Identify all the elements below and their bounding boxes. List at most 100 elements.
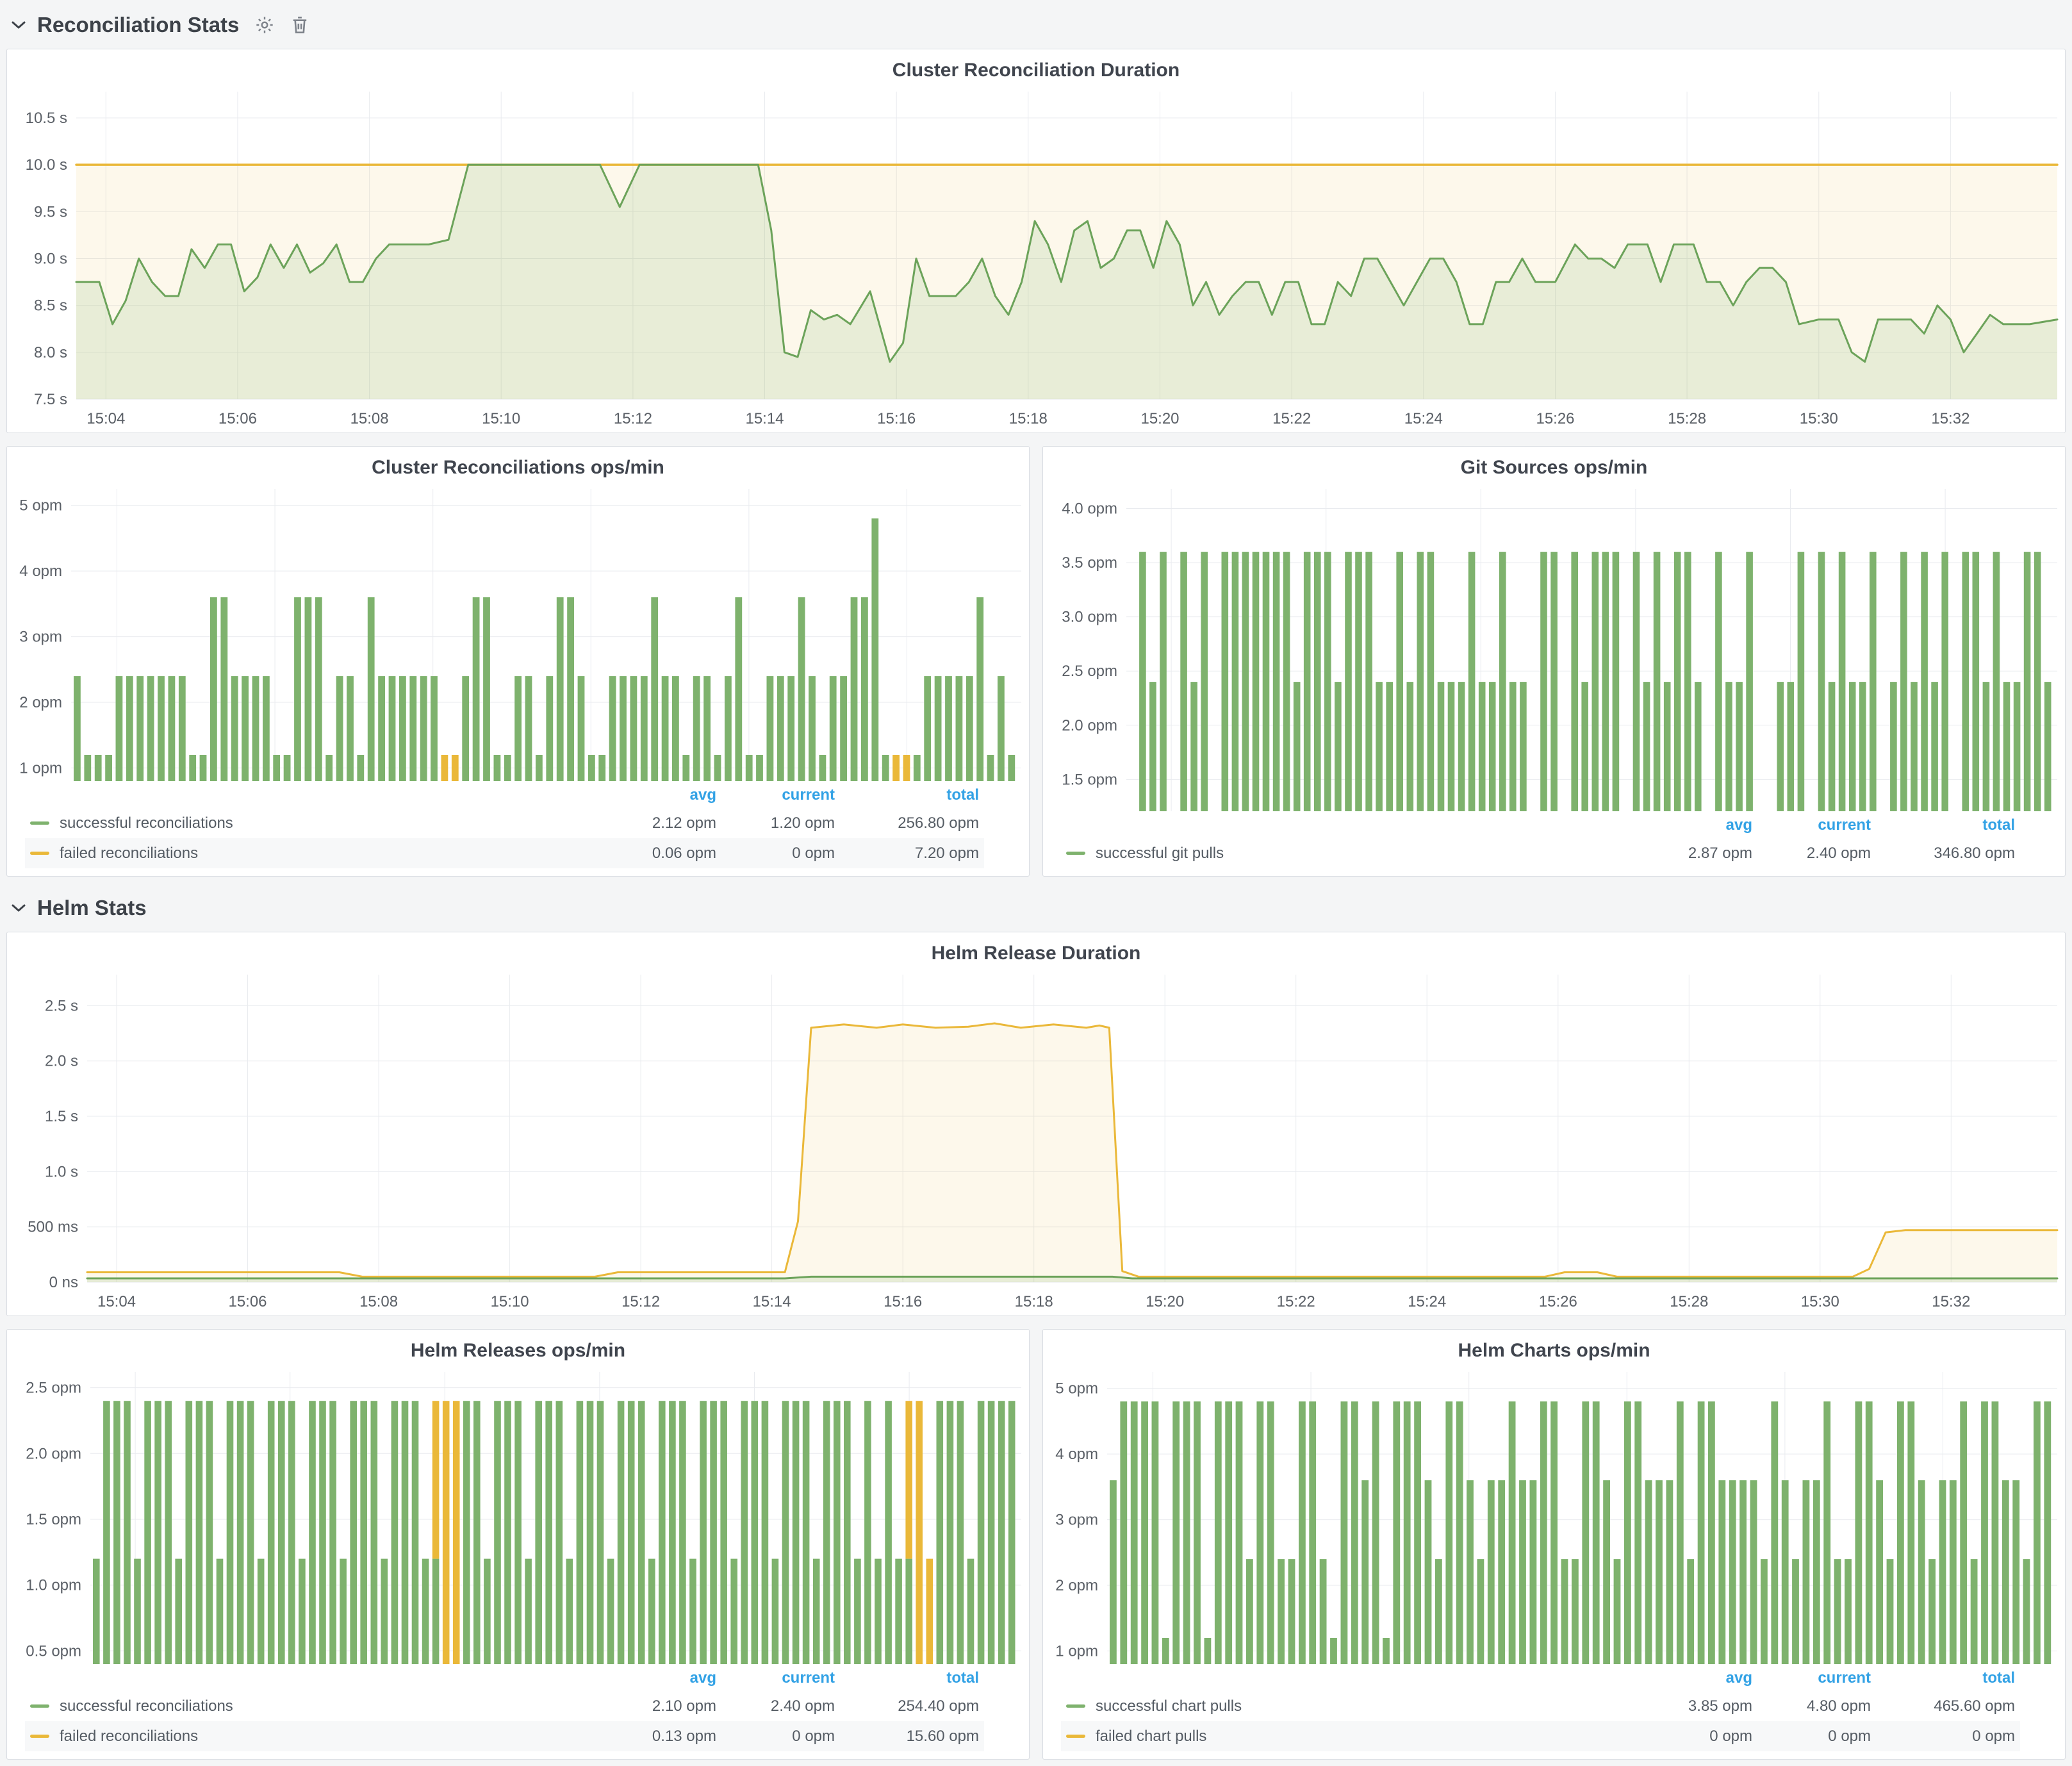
legend-sort-current[interactable]: current xyxy=(782,786,835,804)
section-title[interactable]: Reconciliation Stats xyxy=(37,13,240,37)
stat-total: 254.40 opm xyxy=(898,1697,979,1715)
legend-sort-avg[interactable]: avg xyxy=(689,1669,716,1687)
series-label[interactable]: successful chart pulls xyxy=(1096,1697,1242,1715)
series-toggle[interactable]: successful chart pulls xyxy=(1066,1697,1634,1715)
series-label[interactable]: failed reconciliations xyxy=(60,844,199,862)
svg-text:15:16: 15:16 xyxy=(884,1293,922,1310)
series-label[interactable]: failed reconciliations xyxy=(60,1727,199,1745)
svg-text:9.0 s: 9.0 s xyxy=(34,251,67,268)
panel-cluster-reconciliations-ops: Cluster Reconciliations ops/min 15:0515:… xyxy=(6,446,1030,877)
series-toggle[interactable]: failed chart pulls xyxy=(1066,1728,1634,1745)
panel-title[interactable]: Git Sources ops/min xyxy=(1460,457,1648,478)
helm-release-duration-chart[interactable]: 15:04 15:06 15:08 15:10 15:12 15:14 15:16 15:18… xyxy=(7,966,2065,1316)
stat-current: 2.40 opm xyxy=(1806,844,1871,862)
series-label[interactable]: successful reconciliations xyxy=(60,1697,233,1715)
series-toggle[interactable]: failed reconciliations xyxy=(30,1728,598,1745)
trash-icon[interactable] xyxy=(290,15,309,35)
legend-helm-charts: avg current total successful chart pulls 3.8… xyxy=(1043,1664,2065,1759)
legend-sort-current[interactable]: current xyxy=(1818,1669,1871,1687)
series-color-dash xyxy=(1066,1704,1085,1708)
legend-sort-avg[interactable]: avg xyxy=(1725,1669,1752,1687)
series-toggle[interactable]: successful reconciliations xyxy=(30,814,598,832)
series-label[interactable]: successful reconciliations xyxy=(60,814,233,832)
legend-row: failed reconciliations 0.13 opm 0 opm 15.60… xyxy=(25,1721,984,1751)
svg-text:15:10: 15:10 xyxy=(482,410,520,427)
svg-text:15:12: 15:12 xyxy=(621,1293,660,1310)
section-title[interactable]: Helm Stats xyxy=(37,896,147,920)
panel-title[interactable]: Helm Release Duration xyxy=(931,943,1141,964)
legend-row: failed chart pulls 0 opm 0 opm 0 opm xyxy=(1061,1721,2020,1751)
legend-sort-total[interactable]: total xyxy=(946,1669,979,1687)
stat-current: 1.20 opm xyxy=(770,814,835,832)
legend-sort-total[interactable]: total xyxy=(1982,1669,2015,1687)
legend-sort-current[interactable]: current xyxy=(1818,816,1871,834)
stat-avg: 0 opm xyxy=(1709,1727,1752,1745)
svg-text:15:06: 15:06 xyxy=(218,410,257,427)
legend-sort-total[interactable]: total xyxy=(946,786,979,804)
svg-text:15:18: 15:18 xyxy=(1009,410,1048,427)
legend-sort-avg[interactable]: avg xyxy=(1725,816,1752,834)
panel-title[interactable]: Helm Releases ops/min xyxy=(410,1340,626,1361)
panel-helm-charts-ops: Helm Charts ops/min 15:0515:1015:1515:20… xyxy=(1042,1329,2066,1760)
svg-text:15:28: 15:28 xyxy=(1670,1293,1708,1310)
svg-text:15:08: 15:08 xyxy=(359,1293,398,1310)
svg-text:1 opm: 1 opm xyxy=(19,760,62,777)
legend-row: failed reconciliations 0.06 opm 0 opm 7.20 … xyxy=(25,838,984,868)
section-header-reconciliation-stats[interactable]: Reconciliation Stats xyxy=(6,4,2066,49)
panel-title[interactable]: Cluster Reconciliation Duration xyxy=(892,60,1180,81)
legend-sort-current[interactable]: current xyxy=(782,1669,835,1687)
stat-avg: 0.13 opm xyxy=(652,1727,716,1745)
legend-header-row: avg current total xyxy=(1061,813,2020,838)
series-color-dash xyxy=(30,1735,49,1738)
series-toggle[interactable]: successful reconciliations xyxy=(30,1697,598,1715)
svg-text:15:20: 15:20 xyxy=(1146,1293,1184,1310)
svg-text:2.5 opm: 2.5 opm xyxy=(26,1380,81,1397)
svg-text:15:24: 15:24 xyxy=(1408,1293,1446,1310)
git-sources-chart[interactable]: 15:05 15:10 15:15 15:20 15:25 15:30 1.0 opm 1.5… xyxy=(1043,480,2065,811)
stat-current: 0 opm xyxy=(792,844,835,862)
legend-cluster-reconciliations: avg current total successful reconciliation… xyxy=(7,781,1029,876)
stat-avg: 2.12 opm xyxy=(652,814,716,832)
series-color-dash xyxy=(30,1704,49,1708)
gear-icon[interactable] xyxy=(254,15,275,35)
svg-text:4 opm: 4 opm xyxy=(19,563,62,580)
svg-text:3 opm: 3 opm xyxy=(19,629,62,646)
panel-title[interactable]: Cluster Reconciliations ops/min xyxy=(372,457,664,478)
panel-row-helm: Helm Releases ops/min 15:0515:1015:1515:… xyxy=(6,1329,2066,1760)
legend-git-sources: avg current total successful git pulls 2.87 … xyxy=(1043,811,2065,876)
legend-row: successful chart pulls 3.85 opm 4.80 opm 46… xyxy=(1061,1691,2020,1721)
series-toggle[interactable]: failed reconciliations xyxy=(30,845,598,862)
svg-text:2.5 s: 2.5 s xyxy=(45,997,78,1014)
svg-text:0 ns: 0 ns xyxy=(49,1274,78,1291)
svg-text:8.5 s: 8.5 s xyxy=(34,297,67,315)
legend-sort-avg[interactable]: avg xyxy=(689,786,716,804)
stat-current: 4.80 opm xyxy=(1806,1697,1871,1715)
svg-text:8.0 s: 8.0 s xyxy=(34,344,67,361)
stat-avg: 0.06 opm xyxy=(652,844,716,862)
section-header-helm-stats[interactable]: Helm Stats xyxy=(6,887,2066,932)
stat-total: 15.60 opm xyxy=(906,1727,979,1745)
svg-text:0.5 opm: 0.5 opm xyxy=(26,1642,81,1660)
cluster-duration-chart[interactable]: 15:04 15:06 15:08 15:10 15:12 15:14 15:16 15:18… xyxy=(7,83,2065,433)
svg-text:15:06: 15:06 xyxy=(228,1293,267,1310)
legend-sort-total[interactable]: total xyxy=(1982,816,2015,834)
svg-text:15:14: 15:14 xyxy=(753,1293,791,1310)
svg-text:10.5 s: 10.5 s xyxy=(26,110,67,127)
svg-text:2.0 opm: 2.0 opm xyxy=(1062,717,1117,734)
series-label[interactable]: failed chart pulls xyxy=(1096,1727,1207,1745)
stat-total: 256.80 opm xyxy=(898,814,979,832)
panel-title[interactable]: Helm Charts ops/min xyxy=(1458,1340,1650,1361)
series-label[interactable]: successful git pulls xyxy=(1096,844,1224,862)
series-toggle[interactable]: successful git pulls xyxy=(1066,845,1634,862)
stat-total: 346.80 opm xyxy=(1934,844,2015,862)
svg-text:15:14: 15:14 xyxy=(745,410,784,427)
svg-text:7.5 s: 7.5 s xyxy=(34,391,67,408)
svg-text:15:26: 15:26 xyxy=(1536,410,1574,427)
svg-text:15:20: 15:20 xyxy=(1140,410,1179,427)
svg-text:15:04: 15:04 xyxy=(86,410,125,427)
svg-text:15:18: 15:18 xyxy=(1015,1293,1053,1310)
svg-text:5 opm: 5 opm xyxy=(19,497,62,515)
